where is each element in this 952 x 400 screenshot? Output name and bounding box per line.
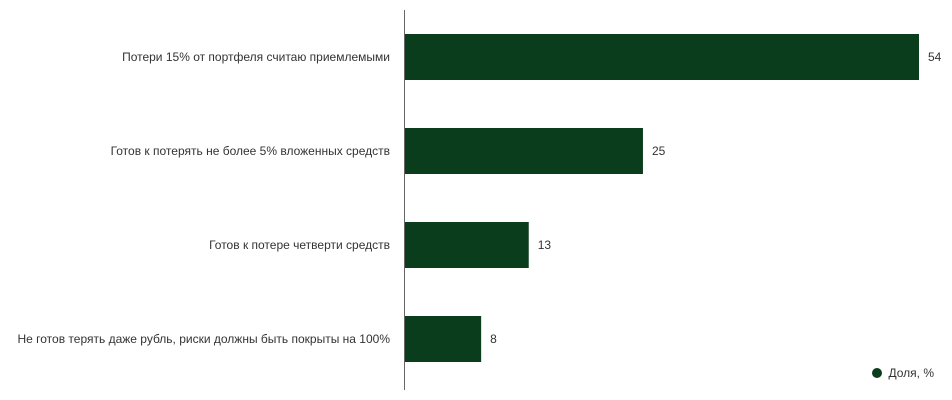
bars-layer: Потери 15% от портфеля считаю приемлемым… [17,34,942,362]
data-label-4: 8 [490,332,497,346]
category-label-3: Готов к потере четверти средств [209,238,390,252]
category-label-2: Готов к потерять не более 5% вложенных с… [111,144,390,158]
bar-3 [405,222,529,268]
data-label-3: 13 [538,238,552,252]
data-label-1: 54 [928,50,942,64]
category-label-4: Не готов терять даже рубль, риски должны… [17,332,390,346]
bar-1 [405,34,919,80]
legend: Доля, % [872,366,934,380]
data-label-2: 25 [652,144,666,158]
bar-2 [405,128,643,174]
legend-label: Доля, % [888,366,934,380]
bar-4 [405,316,482,362]
legend-marker [872,368,883,378]
category-label-1: Потери 15% от портфеля считаю приемлемым… [122,50,390,64]
